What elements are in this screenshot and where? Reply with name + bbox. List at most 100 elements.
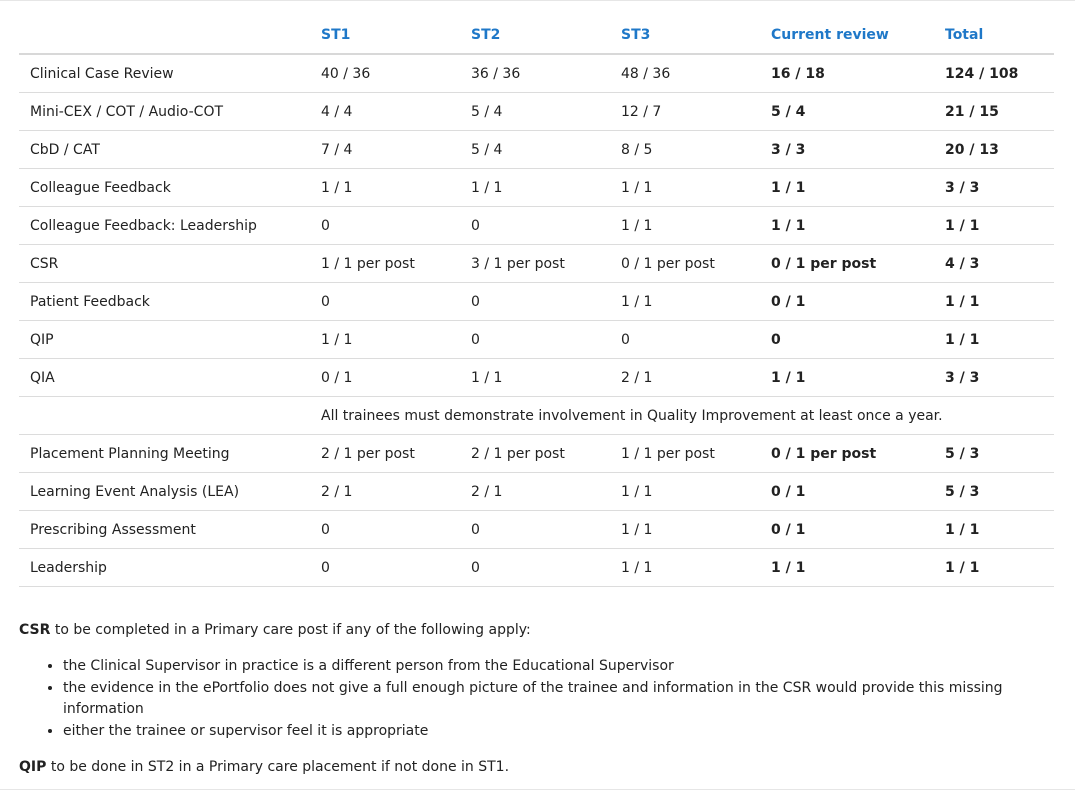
cell-total: 20 / 13 [934,130,1054,169]
cell-st1: 0 [310,548,460,587]
cell-total: 1 / 1 [934,510,1054,549]
csr-note-text: to be completed in a Primary care post i… [50,622,531,638]
cell-st2: 1 / 1 [460,168,610,207]
cell-current-review: 1 / 1 [760,358,934,397]
cell-current-review: 1 / 1 [760,168,934,207]
cell-st2: 2 / 1 per post [460,434,610,473]
table-header-row: ST1 ST2 ST3 Current review Total [19,16,1054,55]
cell-total: 3 / 3 [934,168,1054,207]
cell-st3: 1 / 1 [610,206,760,245]
cell-total: 1 / 1 [934,206,1054,245]
cell-current-review: 3 / 3 [760,130,934,169]
header-st1: ST1 [310,16,460,55]
cell-total: 1 / 1 [934,282,1054,321]
cell-total: 1 / 1 [934,320,1054,359]
header-total: Total [934,16,1054,55]
assessment-summary-table: ST1 ST2 ST3 Current review Total Clinica… [19,16,1054,587]
row-label: Patient Feedback [19,282,310,321]
cell-current-review: 0 [760,320,934,359]
cell-st1: 0 [310,510,460,549]
bottom-divider [0,789,1075,790]
cell-total: 3 / 3 [934,358,1054,397]
row-label: Placement Planning Meeting [19,434,310,473]
cell-current-review: 1 / 1 [760,206,934,245]
footnotes: CSR to be completed in a Primary care po… [19,620,1059,778]
cell-st2: 0 [460,548,610,587]
row-label: QIA [19,358,310,397]
csr-note: CSR to be completed in a Primary care po… [19,620,1059,641]
cell-st2: 36 / 36 [460,54,610,93]
cell-st1: 2 / 1 [310,472,460,511]
row-label: Colleague Feedback [19,168,310,207]
row-label: QIP [19,320,310,359]
cell-current-review: 0 / 1 [760,472,934,511]
row-label: Prescribing Assessment [19,510,310,549]
qip-note-text: to be done in ST2 in a Primary care plac… [46,759,510,775]
cell-current-review: 0 / 1 per post [760,244,934,283]
table-row: Clinical Case Review 40 / 36 36 / 36 48 / 3… [19,54,1054,93]
cell-st2: 0 [460,320,610,359]
header-current-review: Current review [760,16,934,55]
cell-current-review: 0 / 1 [760,510,934,549]
cell-st1: 40 / 36 [310,54,460,93]
cell-st3: 12 / 7 [610,92,760,131]
cell-current-review: 0 / 1 [760,282,934,321]
top-divider [0,0,1075,1]
cell-st2: 5 / 4 [460,92,610,131]
cell-st1: 0 / 1 [310,358,460,397]
row-label: CSR [19,244,310,283]
cell-st3: 1 / 1 [610,472,760,511]
header-st2: ST2 [460,16,610,55]
cell-st3: 1 / 1 [610,168,760,207]
cell-st3: 1 / 1 per post [610,434,760,473]
table-row: Placement Planning Meeting 2 / 1 per post… [19,434,1054,473]
cell-st1: 1 / 1 per post [310,244,460,283]
cell-st3: 1 / 1 [610,282,760,321]
note-spacer-cell [19,396,310,435]
qip-term: QIP [19,759,47,775]
cell-st2: 0 [460,282,610,321]
cell-st3: 1 / 1 [610,510,760,549]
table-row: CSR 1 / 1 per post 3 / 1 per post 0 / 1 per… [19,244,1054,283]
cell-current-review: 5 / 4 [760,92,934,131]
cell-st1: 1 / 1 [310,320,460,359]
cell-st2: 1 / 1 [460,358,610,397]
list-item: the Clinical Supervisor in practice is a… [63,656,1059,678]
cell-st2: 5 / 4 [460,130,610,169]
cell-current-review: 0 / 1 per post [760,434,934,473]
cell-st3: 48 / 36 [610,54,760,93]
quality-improvement-note: All trainees must demonstrate involvemen… [310,396,1054,435]
row-label: Mini-CEX / COT / Audio-COT [19,92,310,131]
cell-st1: 0 [310,282,460,321]
row-label: Colleague Feedback: Leadership [19,206,310,245]
cell-st3: 0 / 1 per post [610,244,760,283]
cell-st3: 1 / 1 [610,548,760,587]
row-label: Leadership [19,548,310,587]
list-item: either the trainee or supervisor feel it… [63,721,1059,743]
cell-st1: 1 / 1 [310,168,460,207]
cell-st1: 0 [310,206,460,245]
cell-st2: 3 / 1 per post [460,244,610,283]
cell-total: 5 / 3 [934,472,1054,511]
cell-st2: 2 / 1 [460,472,610,511]
row-label: Clinical Case Review [19,54,310,93]
quality-improvement-note-row: All trainees must demonstrate involvemen… [19,396,1054,435]
cell-st2: 0 [460,510,610,549]
cell-total: 4 / 3 [934,244,1054,283]
cell-current-review: 1 / 1 [760,548,934,587]
cell-st1: 4 / 4 [310,92,460,131]
cell-total: 1 / 1 [934,548,1054,587]
header-st3: ST3 [610,16,760,55]
list-item: the evidence in the ePortfolio does not … [63,678,1059,721]
cell-st2: 0 [460,206,610,245]
cell-st3: 2 / 1 [610,358,760,397]
